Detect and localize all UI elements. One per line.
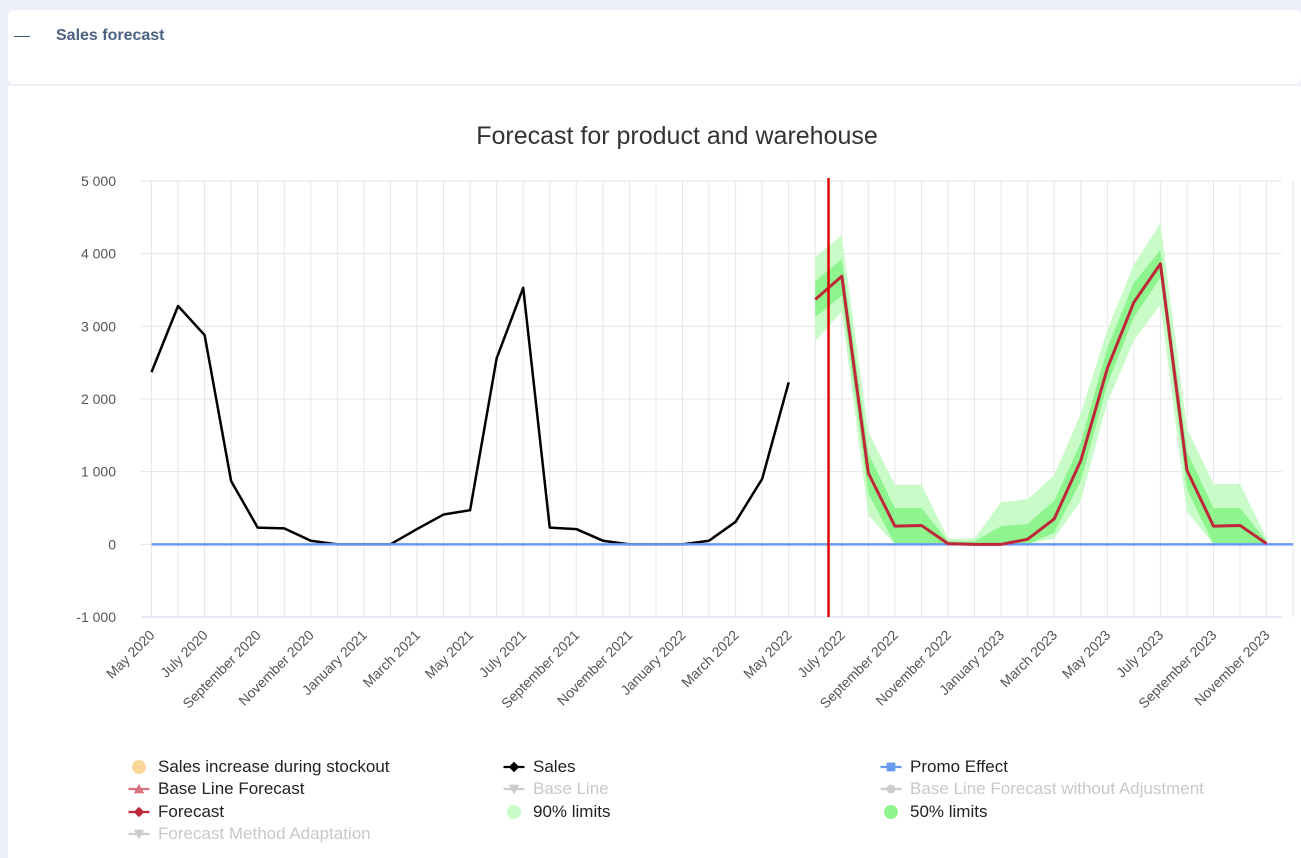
legend-label: Forecast Method Adaptation — [158, 824, 371, 843]
legend-label: Forecast — [158, 802, 225, 821]
legend-symbol-icon — [128, 829, 150, 840]
legend-label: 50% limits — [910, 802, 988, 821]
x-tick-label: March 2021 — [360, 627, 424, 691]
minus-icon[interactable] — [14, 36, 32, 54]
y-tick-label: 1 000 — [81, 464, 116, 480]
x-tick-label: July 2020 — [157, 627, 211, 681]
x-tick-label: May 2022 — [740, 627, 795, 682]
panel-title: Sales forecast — [56, 27, 165, 44]
legend-item-forecast[interactable]: Forecast — [128, 802, 224, 822]
series-lines — [150, 178, 1294, 617]
y-tick-label: 3 000 — [81, 318, 116, 334]
legend-symbol-icon — [884, 805, 898, 819]
legend-label: Sales — [533, 757, 576, 776]
x-tick-label: May 2023 — [1059, 627, 1114, 682]
y-tick-label: 4 000 — [81, 246, 116, 262]
legend-item-base-line-forecast-without-adjustment[interactable]: Base Line Forecast without Adjustment — [880, 779, 1204, 799]
legend-symbol-icon — [503, 784, 525, 795]
legend-item-sales-increase-during-stockout[interactable]: Sales increase during stockout — [128, 757, 390, 777]
legend-symbol-icon — [880, 784, 902, 794]
x-tick-label: July 2021 — [476, 627, 530, 681]
legend-item-50-limits[interactable]: 50% limits — [880, 802, 987, 822]
legend-item-promo-effect[interactable]: Promo Effect — [880, 757, 1008, 777]
x-tick-label: July 2023 — [1113, 627, 1167, 681]
x-tick-label: March 2023 — [997, 627, 1061, 691]
grid — [141, 180, 1294, 618]
y-axis-labels: 5 000 4 000 3 000 2 000 1 000 0 -1 000 — [76, 173, 116, 625]
chart-title: Forecast for product and warehouse — [476, 122, 878, 150]
x-tick-label: July 2022 — [794, 627, 848, 681]
x-tick-label: May 2021 — [421, 627, 476, 682]
legend-label: Base Line Forecast — [158, 779, 305, 798]
legend-symbol-icon — [880, 762, 902, 772]
legend-symbol-icon — [128, 783, 150, 794]
legend-symbol-icon — [132, 760, 146, 774]
legend-item-base-line[interactable]: Base Line — [503, 779, 609, 799]
legend-item-sales[interactable]: Sales — [503, 757, 576, 777]
legend-item-90-limits[interactable]: 90% limits — [503, 802, 610, 822]
band-90-limits — [815, 223, 1267, 545]
y-tick-label: 5 000 — [81, 173, 116, 189]
legend-label: Sales increase during stockout — [158, 757, 390, 776]
legend-label: 90% limits — [533, 802, 611, 821]
y-tick-label: -1 000 — [76, 609, 116, 625]
legend-label: Base Line — [533, 779, 609, 798]
legend-item-base-line-forecast[interactable]: Base Line Forecast — [128, 779, 304, 799]
y-tick-label: 0 — [108, 536, 116, 552]
legend-symbol-icon — [507, 805, 521, 819]
panel-header — [8, 10, 1301, 84]
y-tick-label: 2 000 — [81, 391, 116, 407]
x-tick-label: May 2020 — [103, 627, 158, 682]
legend-label: Promo Effect — [910, 757, 1008, 776]
series-forecast — [814, 262, 1268, 546]
legend-symbol-icon — [128, 806, 150, 818]
x-tick-label: March 2022 — [678, 627, 742, 691]
legend-symbol-icon — [503, 761, 525, 773]
legend-label: Base Line Forecast without Adjustment — [910, 779, 1204, 798]
legend-item-forecast-method-adaptation[interactable]: Forecast Method Adaptation — [128, 824, 371, 844]
